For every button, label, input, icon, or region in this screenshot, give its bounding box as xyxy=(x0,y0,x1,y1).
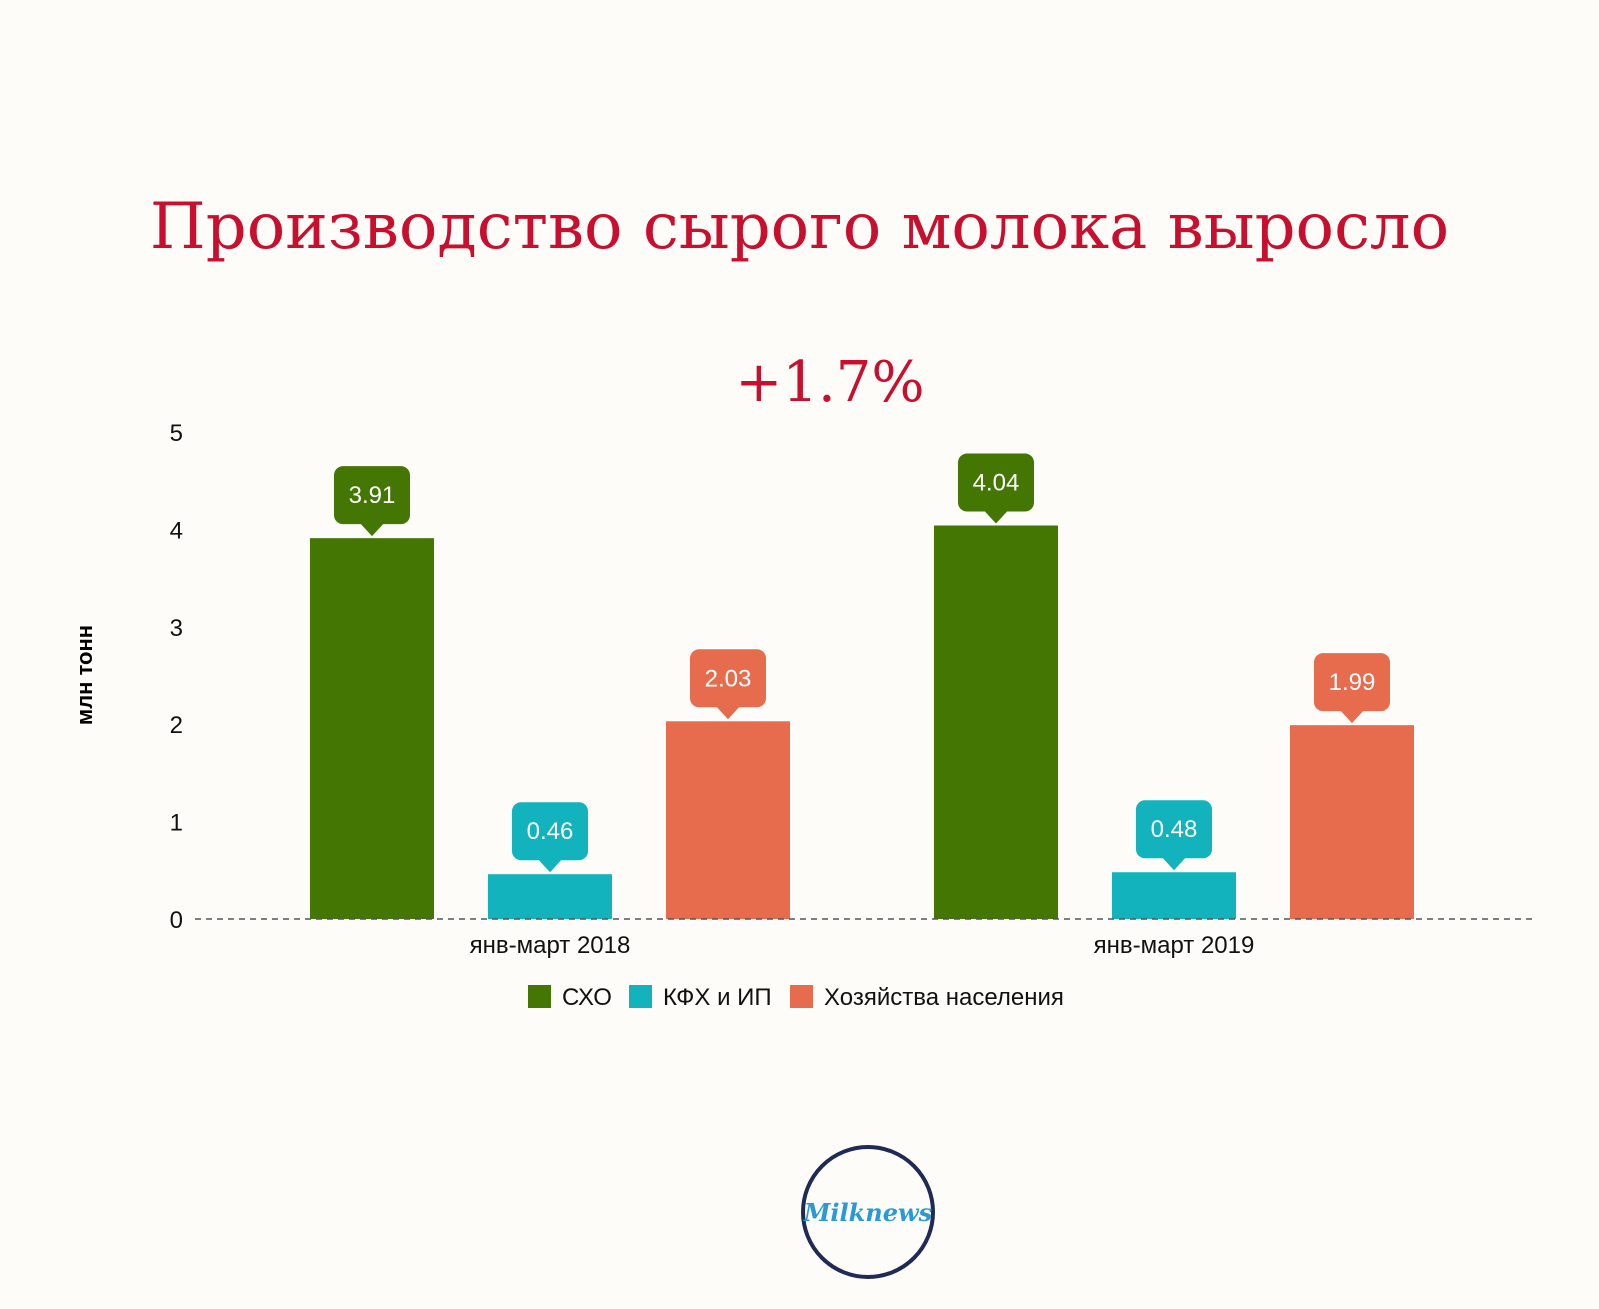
data-label-pointer xyxy=(716,706,740,720)
data-label: 2.03 xyxy=(705,665,752,692)
data-label: 3.91 xyxy=(349,482,396,509)
y-tick-label: 3 xyxy=(170,615,183,642)
bar xyxy=(934,525,1058,919)
data-label-box xyxy=(1314,653,1390,712)
legend-label: КФХ и ИП xyxy=(663,984,772,1011)
bar xyxy=(488,874,612,919)
data-label: 0.46 xyxy=(527,818,574,845)
legend-label: Хозяйства населения xyxy=(824,984,1064,1011)
data-label: 0.48 xyxy=(1151,816,1198,843)
milknews-logo: Milknews xyxy=(801,1145,935,1279)
x-tick-label: янв-март 2018 xyxy=(470,932,631,959)
y-tick-label: 2 xyxy=(170,712,183,739)
data-label-box xyxy=(1136,800,1212,859)
legend-swatch xyxy=(528,985,551,1008)
y-tick-label: 5 xyxy=(170,420,183,447)
data-label-box xyxy=(690,649,766,708)
data-label-pointer xyxy=(1162,857,1186,871)
legend-swatch xyxy=(790,985,813,1008)
data-label-pointer xyxy=(360,523,384,537)
data-label-box xyxy=(512,802,588,861)
legend-label: СХО xyxy=(562,984,612,1011)
data-label-box xyxy=(958,453,1034,512)
y-tick-label: 1 xyxy=(170,810,183,837)
bar xyxy=(310,538,434,919)
y-tick-label: 4 xyxy=(170,517,183,544)
bar xyxy=(1290,725,1414,919)
data-label-pointer xyxy=(984,510,1008,524)
chart-subtitle: +1.7% xyxy=(735,350,925,415)
chart-title: Производство сырого молока выросло xyxy=(149,190,1450,264)
data-label: 4.04 xyxy=(973,470,1020,497)
y-tick-label: 0 xyxy=(170,907,183,934)
x-tick-label: янв-март 2019 xyxy=(1094,932,1255,959)
bar xyxy=(1112,872,1236,919)
data-label-pointer xyxy=(1340,710,1364,724)
data-label: 1.99 xyxy=(1329,669,1376,696)
y-axis-label: млн тонн xyxy=(72,625,97,725)
bar xyxy=(666,721,790,919)
logo-text: Milknews xyxy=(803,1197,933,1227)
data-label-box xyxy=(334,466,410,525)
data-label-pointer xyxy=(538,859,562,873)
legend-swatch xyxy=(629,985,652,1008)
